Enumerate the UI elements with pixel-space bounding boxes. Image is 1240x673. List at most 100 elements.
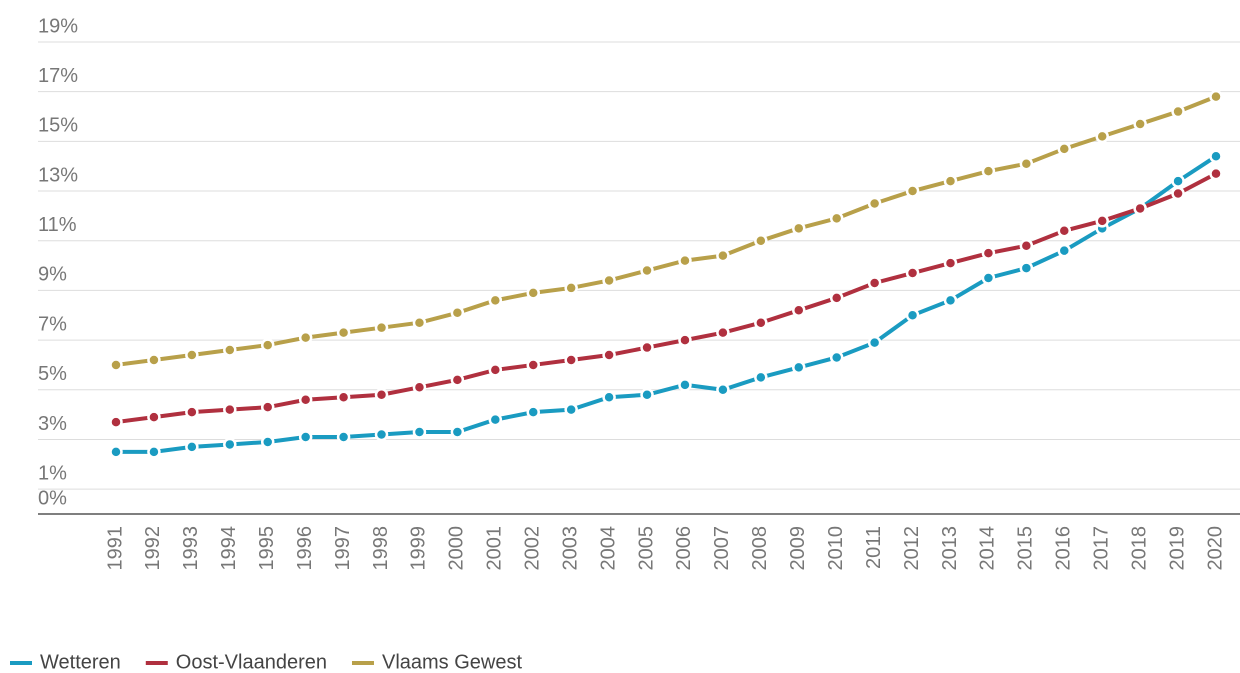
- data-point: [678, 378, 692, 392]
- data-point: [109, 358, 123, 372]
- data-point: [298, 430, 313, 444]
- data-point: [450, 373, 465, 387]
- data-point: [1209, 166, 1223, 181]
- x-tick-label: 2002: [522, 526, 544, 571]
- data-point: [829, 211, 844, 226]
- x-tick-label: 2003: [559, 526, 581, 571]
- x-tick-label: 2020: [1204, 526, 1226, 571]
- data-point: [374, 427, 389, 442]
- data-point: [260, 338, 275, 352]
- x-tick-label: 2004: [597, 526, 619, 571]
- data-point: [147, 410, 161, 424]
- data-point: [905, 266, 920, 280]
- data-point: [185, 348, 199, 362]
- data-point: [1019, 156, 1034, 171]
- data-point: [1019, 261, 1034, 275]
- x-tick-label: 1994: [218, 526, 240, 571]
- data-point: [640, 263, 654, 278]
- data-point: [602, 390, 616, 404]
- x-tick-label: 2013: [939, 526, 961, 571]
- x-tick-label: 2000: [446, 526, 468, 571]
- series-line: [116, 154, 1218, 454]
- data-point: [488, 293, 503, 308]
- series-line: [115, 171, 1217, 425]
- data-point: [792, 303, 806, 318]
- data-point: [488, 412, 503, 427]
- data-point: [260, 400, 275, 414]
- x-tick-label: 2018: [1128, 526, 1150, 571]
- data-point: [147, 445, 161, 459]
- x-tick-label: 2010: [825, 526, 847, 571]
- data-point: [526, 286, 540, 300]
- y-tick-label: 9%: [38, 264, 67, 286]
- data-point: [488, 363, 503, 377]
- x-tick-label: 2011: [863, 526, 885, 569]
- data-point: [602, 348, 616, 362]
- data-point: [640, 388, 654, 402]
- y-tick-label: 3%: [38, 413, 67, 435]
- y-tick-label: 17%: [38, 65, 78, 87]
- data-point: [716, 383, 730, 397]
- data-point: [336, 430, 351, 444]
- x-tick-label: 2016: [1053, 526, 1075, 571]
- data-point: [905, 184, 920, 198]
- data-point: [1171, 104, 1185, 119]
- data-point: [223, 402, 237, 417]
- data-point: [602, 273, 616, 288]
- data-point: [412, 315, 427, 330]
- data-point: [526, 358, 540, 372]
- legend-label: Vlaams Gewest: [382, 651, 522, 673]
- x-tick-label: 1998: [370, 526, 392, 571]
- data-point: [1019, 238, 1034, 253]
- data-point: [1095, 214, 1109, 228]
- data-point: [526, 405, 540, 419]
- x-tick-label: 2005: [635, 526, 657, 571]
- x-tick-label: 2014: [977, 526, 999, 571]
- data-point: [564, 353, 578, 367]
- legend: Wetteren Oost-Vlaanderen Vlaams Gewest: [10, 651, 522, 673]
- data-point: [981, 164, 996, 178]
- data-point: [754, 233, 768, 248]
- x-tick-label: 2015: [1015, 526, 1037, 571]
- data-point: [147, 353, 161, 367]
- x-tick-label: 2001: [484, 526, 506, 571]
- data-point: [223, 343, 237, 357]
- y-tick-label: 13%: [38, 164, 78, 186]
- data-point: [867, 196, 882, 211]
- x-tick-label: 2009: [787, 526, 809, 571]
- x-tick-label: 2006: [673, 526, 695, 571]
- data-point: [185, 405, 199, 419]
- x-tick-label: 1997: [332, 526, 354, 571]
- data-point: [412, 380, 427, 395]
- data-point: [678, 253, 692, 268]
- x-tick-label: 2019: [1166, 526, 1188, 571]
- data-point: [109, 445, 123, 459]
- data-point: [374, 388, 389, 402]
- data-point: [109, 415, 123, 429]
- data-point: [223, 437, 237, 452]
- data-point: [678, 333, 692, 347]
- data-point: [792, 360, 806, 375]
- data-point: [374, 320, 389, 335]
- data-point: [1133, 201, 1147, 216]
- data-point: [943, 293, 958, 308]
- data-point: [792, 221, 806, 236]
- data-point: [754, 370, 768, 385]
- x-tick-label: 1999: [408, 526, 430, 571]
- data-point: [564, 281, 578, 295]
- x-tick-label: 1995: [256, 526, 278, 571]
- data-point: [1095, 129, 1109, 144]
- data-point: [185, 440, 199, 454]
- data-point: [716, 248, 730, 263]
- y-tick-label: 0%: [38, 487, 67, 509]
- y-tick-label: 5%: [38, 363, 67, 385]
- data-point: [1057, 224, 1072, 238]
- series-line: [115, 94, 1217, 367]
- data-point: [412, 425, 427, 439]
- data-point: [1209, 89, 1223, 104]
- y-tick-label: 7%: [38, 313, 67, 335]
- data-point: [260, 435, 275, 449]
- y-tick-label: 15%: [38, 115, 78, 137]
- y-tick-label: 11%: [38, 214, 77, 236]
- data-point: [981, 271, 996, 285]
